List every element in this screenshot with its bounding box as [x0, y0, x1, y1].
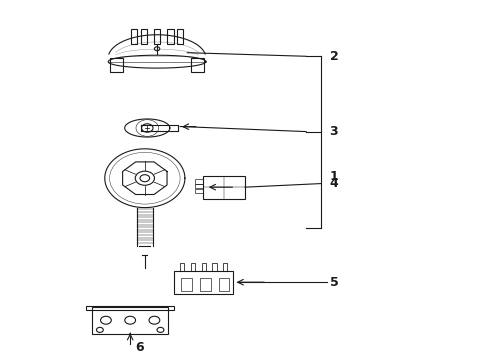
Text: 1: 1 — [330, 170, 338, 183]
Text: 6: 6 — [135, 341, 144, 354]
Bar — [223, 263, 227, 271]
Bar — [195, 189, 203, 193]
Bar — [201, 263, 206, 271]
Text: 5: 5 — [330, 276, 338, 289]
Bar — [191, 263, 195, 271]
Bar — [110, 58, 123, 72]
Bar — [141, 30, 147, 44]
Bar — [212, 263, 217, 271]
Bar — [174, 271, 233, 294]
Text: 3: 3 — [330, 125, 338, 138]
Bar — [219, 278, 229, 291]
Bar — [177, 30, 183, 44]
Bar — [195, 184, 203, 188]
Bar — [181, 278, 192, 291]
Bar — [167, 30, 173, 44]
Bar — [92, 307, 168, 334]
Bar — [203, 176, 245, 199]
Bar — [86, 306, 174, 310]
Bar — [154, 30, 160, 44]
Bar — [180, 263, 184, 271]
Bar — [195, 179, 203, 184]
Bar — [191, 58, 204, 72]
Text: 2: 2 — [330, 50, 338, 63]
Bar — [200, 278, 211, 291]
Bar — [131, 30, 137, 44]
Text: 4: 4 — [330, 177, 338, 190]
